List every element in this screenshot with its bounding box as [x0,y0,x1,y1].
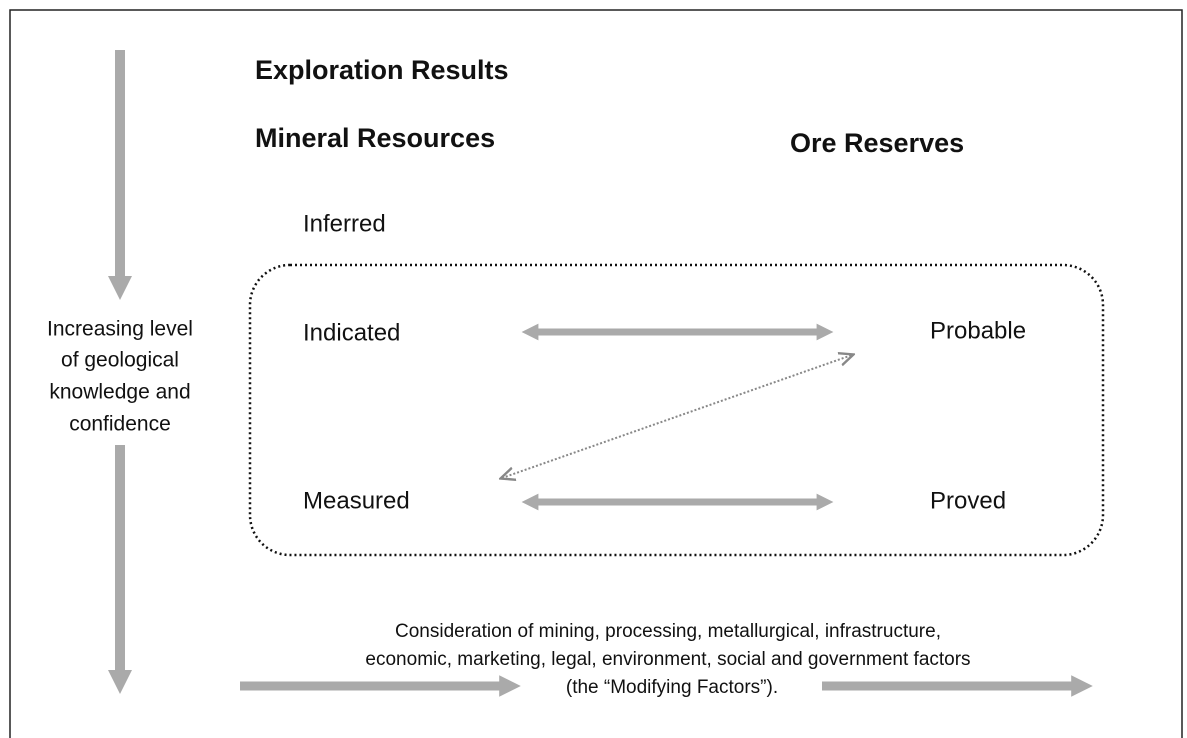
category: Inferred [303,210,386,237]
category: Measured [303,487,410,514]
category: Proved [930,487,1006,514]
category: Indicated [303,319,400,346]
modifying-text: Consideration of mining, processing, met… [395,621,941,642]
side-label: Increasing level [47,318,193,341]
reserve-box [248,263,1105,557]
heading: Exploration Results [255,55,509,85]
side-label: of geological [61,349,179,372]
heading: Mineral Resources [255,123,495,153]
heading: Ore Reserves [790,128,964,158]
modifying-text: (the “Modifying Factors”). [566,677,778,698]
frame [9,9,1183,738]
side-label: confidence [69,413,171,436]
dotted-arrow [502,355,852,478]
category: Probable [930,317,1026,344]
side-label: knowledge and [49,381,190,404]
modifying-text: economic, marketing, legal, environment,… [365,649,970,670]
